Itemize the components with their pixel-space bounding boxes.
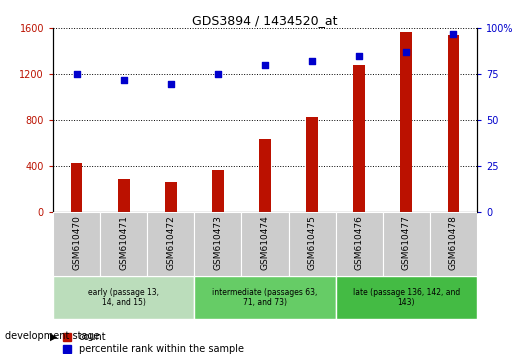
Bar — [70, 163, 83, 212]
Point — [355, 53, 364, 59]
Bar — [335, 276, 477, 319]
Point — [261, 62, 269, 68]
Text: development stage: development stage — [5, 331, 100, 341]
Point — [119, 77, 128, 83]
Bar — [383, 212, 430, 276]
Point — [402, 50, 411, 55]
Bar — [242, 212, 288, 276]
Bar — [259, 139, 271, 212]
Text: GSM610472: GSM610472 — [166, 216, 175, 270]
Point — [214, 72, 222, 77]
Text: GSM610476: GSM610476 — [355, 216, 364, 270]
Bar — [100, 212, 147, 276]
Legend: count, percentile rank within the sample: count, percentile rank within the sample — [63, 332, 244, 354]
Bar — [306, 117, 318, 212]
Text: GSM610473: GSM610473 — [214, 216, 223, 270]
Point — [72, 72, 81, 77]
Bar — [212, 170, 224, 212]
Point — [449, 31, 458, 37]
Bar — [53, 276, 195, 319]
Bar — [288, 212, 335, 276]
Text: GSM610470: GSM610470 — [72, 216, 81, 270]
Text: GSM610477: GSM610477 — [402, 216, 411, 270]
Bar — [195, 212, 242, 276]
Bar — [53, 212, 100, 276]
Bar — [430, 212, 477, 276]
Bar — [335, 212, 383, 276]
Bar — [354, 65, 365, 212]
Title: GDS3894 / 1434520_at: GDS3894 / 1434520_at — [192, 14, 338, 27]
Text: GSM610478: GSM610478 — [449, 216, 458, 270]
Bar — [165, 182, 176, 212]
Bar — [147, 212, 195, 276]
Point — [308, 59, 316, 64]
Bar — [195, 276, 335, 319]
Bar — [118, 179, 129, 212]
Text: GSM610475: GSM610475 — [307, 216, 316, 270]
Bar — [447, 35, 460, 212]
Text: GSM610471: GSM610471 — [119, 216, 128, 270]
Text: ▶: ▶ — [50, 331, 58, 341]
Point — [166, 81, 175, 86]
Bar — [401, 32, 412, 212]
Text: early (passage 13,
14, and 15): early (passage 13, 14, and 15) — [88, 288, 159, 307]
Text: GSM610474: GSM610474 — [261, 216, 269, 270]
Text: late (passage 136, 142, and
143): late (passage 136, 142, and 143) — [352, 288, 460, 307]
Text: intermediate (passages 63,
71, and 73): intermediate (passages 63, 71, and 73) — [213, 288, 317, 307]
